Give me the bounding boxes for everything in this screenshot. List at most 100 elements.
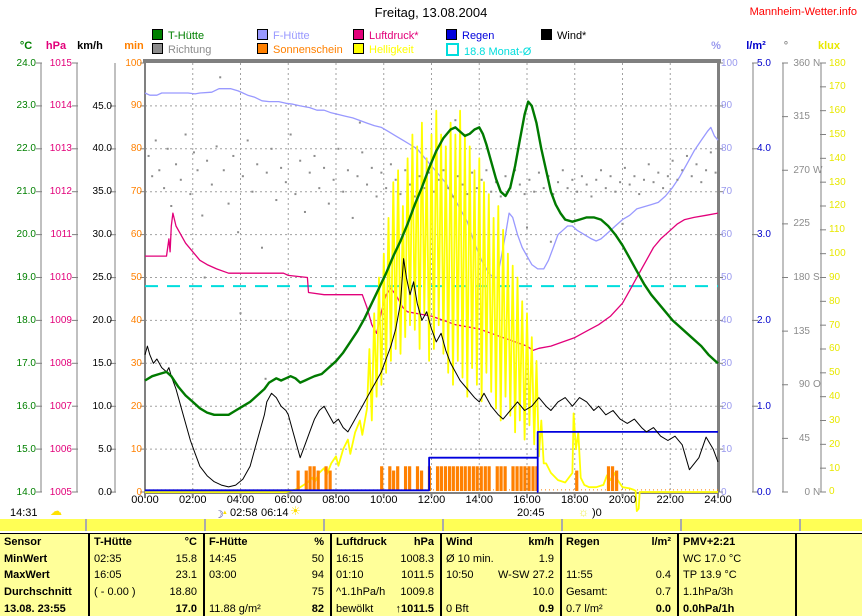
series-sonnenschein-bar [483,466,487,491]
series-richtung-dot [705,169,708,172]
series-richtung-dot [201,214,204,217]
axis-tick-label: 130 [829,176,846,188]
cell-value: l/m² [651,536,671,549]
axis-unit-label: ° [783,40,789,52]
table-cell-pmv: TP 13.9 °C [677,567,795,584]
legend-item-regen: Regen [446,29,494,42]
cell-text: MaxWert [4,569,50,582]
series-richtung-dot [537,171,540,174]
series-richtung-dot [170,205,173,207]
axis-tick-label: 170 [829,81,846,93]
series-regen [145,430,718,493]
series-richtung-dot [585,183,588,186]
series-richtung-dot [265,171,268,174]
cell-text: 16:05 [94,569,122,582]
cell-value: 0.7 [655,586,671,599]
axis-tick-label: 270 [793,164,810,176]
cell-value: 23.1 [175,569,197,582]
axis-tick-label: 24.0 [16,57,36,69]
cell-text: WC 17.0 °C [683,552,742,565]
legend-label: T-Hütte [168,30,205,42]
axis-tick-label: 225 [793,218,810,230]
series-sonnenschein-bar [403,466,408,491]
table-cell-luftdruck: 16:15 1008.3 [330,550,440,568]
rain-time-label: 14:31 [10,507,38,519]
axis-unit-label: % [711,40,721,52]
axis-tick-label: 10 [829,462,841,474]
sunset-extra-label: )0 [592,507,602,519]
axis-tick-label: 0.0 [98,486,112,498]
cell-text: Sensor [4,536,42,549]
axis-tick-label: 45.0 [92,100,112,112]
cell-text: PMV+2:21 [683,536,736,549]
axis-tick-label: 20 [829,438,841,450]
x-tick-label: 06:00 [274,494,303,506]
series-richtung-dot [179,178,182,181]
axis-tick-label: 90 [798,379,810,391]
cell-text: T-Hütte [94,536,132,549]
x-tick-label: 00:00 [131,494,159,506]
series-richtung-dot [490,190,493,193]
axis-tick-label: 90 [829,271,841,283]
axis-tick-label: 10 [721,443,733,455]
cell-value: 50 [311,552,324,565]
series-richtung-dot [485,169,488,172]
series-richtung-dot [342,190,345,193]
cell-value: 0.9 [538,602,554,615]
table-cell-pmv: 0.0hPa/1h [677,600,795,616]
axis-tick-label: 1.0 [757,400,771,412]
series-richtung-dot [346,169,349,172]
axis-tick-label: 315 [793,111,810,123]
axis-tick-label: 90 [721,100,733,112]
series-richtung-dot [623,166,626,169]
site-link[interactable]: Mannheim-Wetter.info [749,6,857,18]
x-tick-label: 20:00 [608,494,637,506]
axis-tick-label: 4.0 [757,143,771,155]
cell-text: 02:35 [94,552,122,565]
axis-tick-label: 180 [829,57,846,69]
series-richtung-dot [332,178,335,181]
table-cell-f-huette: 03:00 94 [203,567,330,584]
axis-tick-label: 0 [804,486,810,498]
series-sonnenschein-bar [396,466,400,491]
cell-value: 82 [311,602,324,615]
legend-label: Sonnenschein [273,44,343,56]
axis-unit-label: klux [817,40,840,52]
table-cell-pmv: WC 17.0 °C [677,550,795,568]
axis-tick-label: 20.0 [92,315,112,326]
table-row-header: MaxWert [0,567,88,584]
series-sonnenschein-bar [606,466,611,491]
x-tick-label: 22:00 [656,494,685,506]
axis-tick-label: 18.0 [16,314,36,326]
axis-tick-label: 45 [798,432,810,444]
cell-text: 10:50 [446,569,474,582]
cell-value: 10.0 [532,586,554,599]
series-richtung-dot [480,178,483,181]
series-richtung-dot [327,202,330,205]
table-col-header-pmv: PMV+2:21 [677,534,795,551]
table-cell-empty [795,583,862,601]
axis-tick-label: 70 [721,186,733,198]
axis-tick-label: 10.0 [92,400,112,412]
legend-label: Wind* [557,30,587,42]
axis-tick-label: 20 [130,400,142,412]
table-col-header-t-huette: T-Hütte °C [88,534,203,551]
legend-label: Luftdruck* [369,30,419,42]
axis-tick-label: 40 [829,391,841,403]
table-cell-regen: 11:55 0.4 [560,567,677,584]
axis-tick-label: 20.0 [16,229,36,241]
series-richtung-dot [399,193,402,196]
series-richtung-dot [380,171,383,174]
cell-text: Regen [566,536,600,549]
axis-tick-label: 2.0 [757,314,771,326]
legend-item-richtung: Richtung [152,43,211,56]
series-richtung-dot [580,175,583,178]
series-richtung-dot [385,187,388,190]
cell-text: Durchschnitt [4,586,72,599]
series-richtung-dot [256,163,259,166]
series-richtung-dot [189,193,192,196]
plot-top-border [143,59,721,63]
series-sonnenschein-bar [499,466,503,491]
axis-tick-label: 30 [130,357,142,369]
